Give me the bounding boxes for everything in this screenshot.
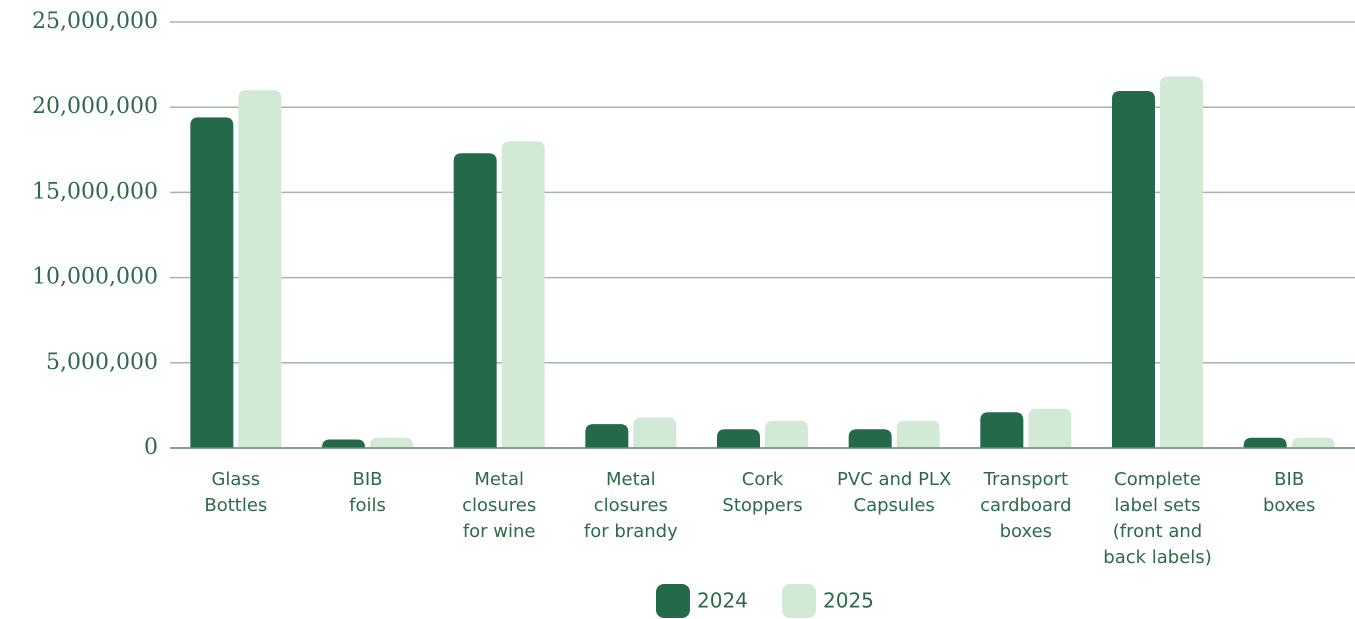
x-tick-label: BIB: [1274, 469, 1304, 490]
x-tick-label: boxes: [1000, 521, 1052, 542]
x-tick-label: for brandy: [584, 521, 678, 542]
bar: [501, 141, 545, 448]
x-tick-label: Complete: [1114, 469, 1201, 490]
x-tick-label: Capsules: [854, 495, 935, 516]
x-tick-label: Metal: [474, 469, 524, 490]
x-tick-label: Metal: [606, 469, 656, 490]
bar: [1028, 408, 1072, 448]
legend-label: 2025: [823, 589, 874, 613]
x-tick-label: back labels): [1103, 547, 1211, 568]
bar: [980, 412, 1024, 448]
bar: [1160, 76, 1203, 448]
x-tick-label: Bottles: [204, 495, 267, 516]
y-tick-label: 15,000,000: [32, 179, 158, 204]
x-tick-label: Transport: [983, 469, 1068, 490]
x-tick-label: (front and: [1113, 521, 1202, 542]
bar: [765, 420, 808, 448]
legend-swatch: [782, 584, 816, 618]
x-tick-label: Stoppers: [722, 495, 802, 516]
bar: [896, 420, 940, 448]
y-tick-label: 20,000,000: [32, 94, 158, 119]
x-tick-label: label sets: [1114, 495, 1200, 516]
x-tick-label: Glass: [211, 469, 260, 490]
bar: [585, 424, 629, 448]
y-tick-label: 0: [144, 435, 158, 460]
x-tick-label: Cork: [742, 469, 784, 490]
x-tick-label: foils: [349, 495, 386, 516]
legend-swatch: [656, 584, 690, 618]
bar: [322, 439, 365, 448]
legend-label: 2024: [697, 589, 748, 613]
x-tick-label: BIB: [352, 469, 382, 490]
bar: [848, 429, 892, 448]
y-tick-label: 25,000,000: [32, 9, 158, 34]
bar: [370, 437, 413, 448]
bar: [190, 117, 234, 448]
bar: [633, 417, 677, 448]
x-tick-label: boxes: [1263, 495, 1315, 516]
y-tick-label: 10,000,000: [32, 265, 158, 290]
x-tick-label: for wine: [463, 521, 536, 542]
bar: [1291, 437, 1335, 448]
bar: [238, 90, 282, 448]
x-tick-label: cardboard: [980, 495, 1071, 516]
bar: [717, 429, 760, 448]
bar: [1112, 91, 1155, 449]
bar: [453, 153, 497, 448]
bar: [1243, 437, 1287, 448]
x-tick-label: closures: [462, 495, 536, 516]
x-tick-label: PVC and PLX: [837, 469, 951, 490]
y-tick-label: 5,000,000: [46, 350, 158, 375]
x-tick-label: closures: [594, 495, 668, 516]
